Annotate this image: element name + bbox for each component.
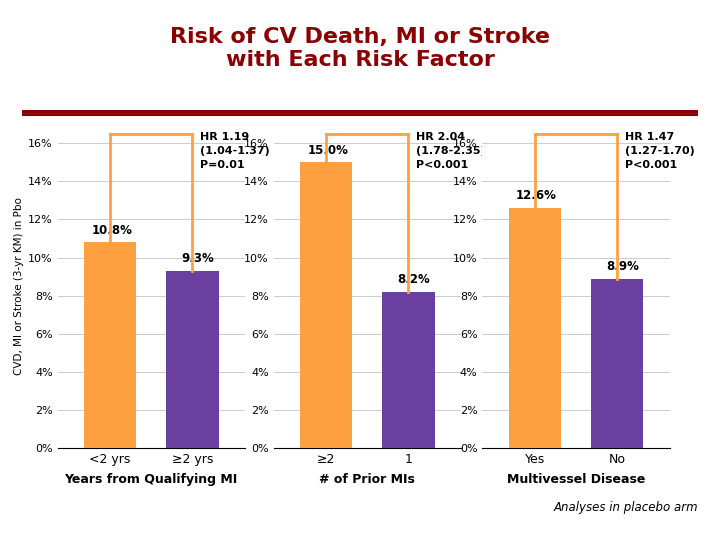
Bar (84, 242, 136, 448)
Text: HR 1.47
(1.27-1.70)
P<0.001: HR 1.47 (1.27-1.70) P<0.001 (625, 132, 694, 170)
Text: 10.8%: 10.8% (91, 224, 132, 237)
X-axis label: # of Prior MIs: # of Prior MIs (319, 473, 415, 486)
Bar (300, 163, 352, 448)
Bar (591, 279, 644, 448)
Text: HR 2.04
(1.78-2.35)
P<0.001: HR 2.04 (1.78-2.35) P<0.001 (416, 132, 485, 170)
Y-axis label: CVD, MI or Stroke (3-yr KM) in Pbo: CVD, MI or Stroke (3-yr KM) in Pbo (14, 197, 24, 375)
Text: 15.0%: 15.0% (307, 144, 348, 157)
Text: Analyses in placebo arm: Analyses in placebo arm (554, 501, 698, 515)
Text: 12.6%: 12.6% (516, 190, 557, 202)
Text: 8.9%: 8.9% (606, 260, 639, 273)
X-axis label: Multivessel Disease: Multivessel Disease (507, 473, 645, 486)
Text: 8.2%: 8.2% (397, 273, 430, 286)
X-axis label: Years from Qualifying MI: Years from Qualifying MI (65, 473, 238, 486)
Bar (508, 208, 561, 448)
Text: Risk of CV Death, MI or Stroke
with Each Risk Factor: Risk of CV Death, MI or Stroke with Each… (170, 27, 550, 70)
Bar (382, 292, 435, 448)
Text: HR 1.19
(1.04-1.37)
P=0.01: HR 1.19 (1.04-1.37) P=0.01 (200, 132, 269, 170)
Bar (166, 271, 219, 448)
Text: 9.3%: 9.3% (181, 252, 214, 265)
